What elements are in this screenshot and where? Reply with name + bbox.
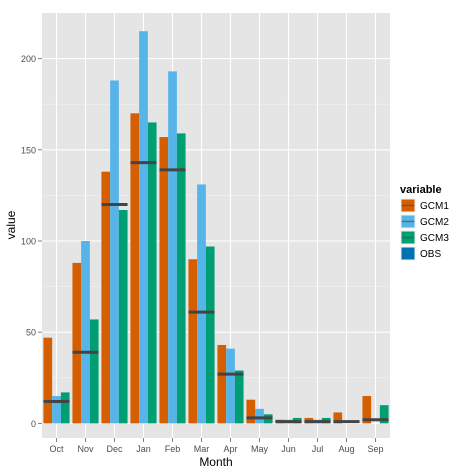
- x-tick-label: Mar: [194, 444, 210, 454]
- legend-label-gcm2: GCM2: [420, 217, 449, 228]
- bar-gcm3-mar: [205, 246, 215, 424]
- x-tick-label: Apr: [223, 444, 237, 454]
- bar-gcm3-feb: [176, 133, 186, 424]
- legend-label-obs: OBS: [420, 249, 441, 260]
- y-tick-label: 100: [21, 237, 36, 247]
- legend-swatch-obs: [401, 247, 415, 260]
- bar-gcm2-apr: [226, 348, 235, 424]
- bar-gcm1-oct: [43, 337, 53, 424]
- x-tick-label: Jun: [281, 444, 296, 454]
- x-tick-label: Sep: [367, 444, 383, 454]
- bar-gcm2-nov: [81, 241, 90, 424]
- x-tick-label: Jan: [136, 444, 151, 454]
- x-tick-label: Dec: [106, 444, 123, 454]
- legend-label-gcm3: GCM3: [420, 233, 449, 244]
- bar-gcm2-dec: [110, 80, 119, 424]
- bar-gcm3-apr: [234, 370, 244, 424]
- bar-gcm2-jan: [139, 31, 148, 424]
- x-tick-label: Nov: [77, 444, 94, 454]
- bar-gcm1-mar: [188, 259, 198, 424]
- legend: variable GCM1 GCM2 GCM3 OBS: [399, 184, 449, 262]
- y-tick-label: 0: [31, 419, 36, 429]
- bar-gcm1-dec: [101, 171, 111, 424]
- bar-gcm3-nov: [89, 319, 99, 424]
- x-tick-label: Aug: [338, 444, 354, 454]
- obs-markers: [43, 161, 389, 424]
- bar-gcm3-jan: [147, 122, 157, 424]
- bar-gcm3-oct: [60, 392, 70, 424]
- bar-gcm1-sep: [362, 396, 372, 424]
- plot-panel: [42, 13, 390, 438]
- x-axis: Oct Nov Dec Jan Feb Mar Apr May Jun Jul Aug Sep: [49, 438, 384, 454]
- bar-gcm3-dec: [118, 209, 128, 424]
- bar-gcm2-oct: [52, 396, 61, 424]
- x-tick-label: Jul: [312, 444, 324, 454]
- bars: [43, 31, 389, 424]
- bar-gcm2-may: [255, 408, 264, 424]
- bar-gcm1-apr: [217, 344, 227, 424]
- bar-gcm1-feb: [159, 137, 169, 424]
- x-axis-label: Month: [199, 455, 232, 469]
- bar-gcm1-aug: [333, 412, 343, 424]
- bar-gcm1-jan: [130, 113, 140, 424]
- y-tick-label: 50: [26, 328, 36, 338]
- bar-gcm1-nov: [72, 262, 82, 424]
- bar-gcm2-feb: [168, 71, 177, 424]
- bar-gcm3-sep: [379, 405, 389, 424]
- y-tick-label: 200: [21, 54, 36, 64]
- x-tick-label: Feb: [165, 444, 181, 454]
- legend-label-gcm1: GCM1: [420, 201, 449, 212]
- legend-title: variable: [400, 184, 442, 196]
- x-tick-label: May: [251, 444, 269, 454]
- x-tick-label: Oct: [49, 444, 64, 454]
- y-axis-label: value: [4, 210, 18, 239]
- bar-gcm2-mar: [197, 184, 206, 424]
- y-axis: 0 50 100 150 200: [21, 54, 42, 429]
- bar-gcm1-may: [246, 399, 256, 424]
- y-tick-label: 150: [21, 145, 36, 155]
